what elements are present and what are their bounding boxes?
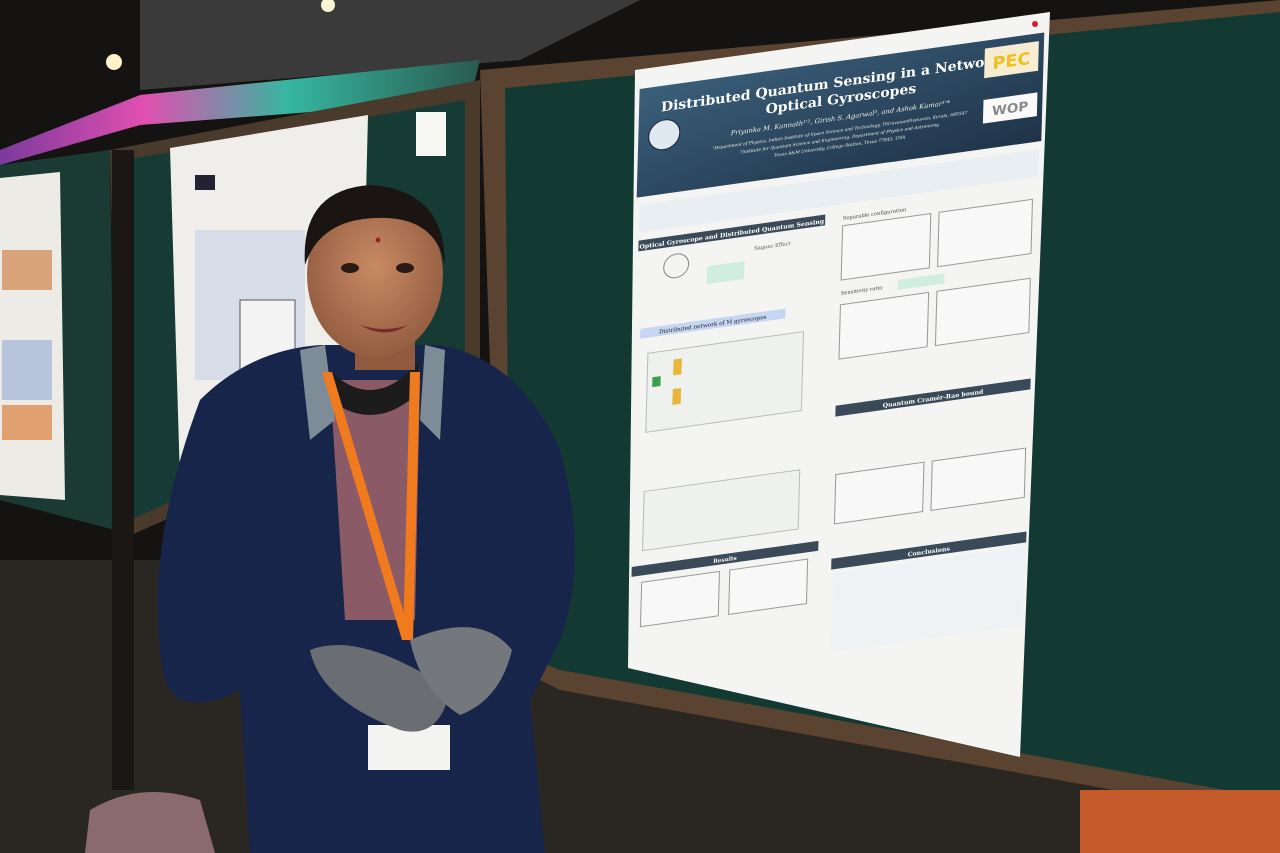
section-header	[831, 531, 1027, 570]
plot	[833, 461, 925, 525]
face	[307, 193, 443, 357]
lamp	[321, 0, 335, 12]
orange-lanyard	[403, 372, 420, 640]
hair	[304, 185, 445, 265]
left-poster-figure	[2, 405, 52, 440]
id-badge	[368, 725, 450, 770]
gray-hood	[300, 345, 335, 440]
diagram-block	[673, 358, 682, 376]
left-glove	[310, 645, 450, 732]
black-collar	[320, 360, 420, 415]
diagram-block	[672, 388, 682, 405]
orange-object	[1080, 790, 1280, 853]
equation-box	[897, 273, 945, 290]
pec-logo	[984, 41, 1039, 79]
right-eye	[396, 263, 414, 273]
conclusions-box	[830, 546, 1026, 653]
equation-box	[706, 261, 745, 285]
lamp	[106, 54, 122, 70]
middle-poster-logo	[195, 175, 215, 190]
network-diagram	[645, 331, 805, 433]
orange-lanyard	[322, 372, 412, 640]
abstract-box	[638, 149, 1040, 233]
section-header	[638, 214, 826, 252]
plot	[934, 277, 1031, 347]
poster-header	[636, 32, 1045, 198]
right-glove	[410, 627, 512, 715]
plot	[937, 198, 1034, 268]
handbag	[85, 792, 215, 853]
diagram-block	[652, 376, 661, 388]
plot	[930, 447, 1027, 511]
smile	[360, 325, 408, 333]
colored-light-strip	[0, 60, 480, 165]
gyroscope-diagram	[663, 253, 690, 279]
plot	[838, 291, 930, 360]
pin	[1032, 21, 1038, 27]
wop-logo	[982, 92, 1038, 124]
section-text: Sagnac Effect	[754, 241, 791, 252]
plot	[840, 212, 932, 281]
subsection-header	[640, 308, 786, 339]
bindi	[375, 237, 381, 243]
section-text: Sensitivity ratio	[841, 285, 883, 297]
section-title: Results	[713, 556, 737, 565]
left-poster-figure	[2, 340, 52, 400]
wop-logo-text: WOP	[992, 100, 1029, 120]
institute-logo	[648, 119, 681, 151]
separable-diagram	[641, 469, 801, 552]
gray-hood	[420, 345, 445, 440]
patterned-top	[330, 380, 420, 620]
building-wall	[140, 0, 640, 90]
results-plot	[639, 570, 721, 628]
person	[157, 185, 575, 853]
poster-number-tag	[416, 112, 446, 156]
board-post	[112, 150, 134, 790]
left-eye	[341, 263, 359, 273]
section-header	[631, 540, 819, 577]
left-poster-figure	[2, 250, 52, 290]
section-header	[835, 378, 1031, 417]
results-plot	[728, 558, 809, 615]
left-poster	[0, 172, 65, 500]
main-poster-content: Distributed Quantum Sensing in a Network…	[631, 32, 1045, 653]
